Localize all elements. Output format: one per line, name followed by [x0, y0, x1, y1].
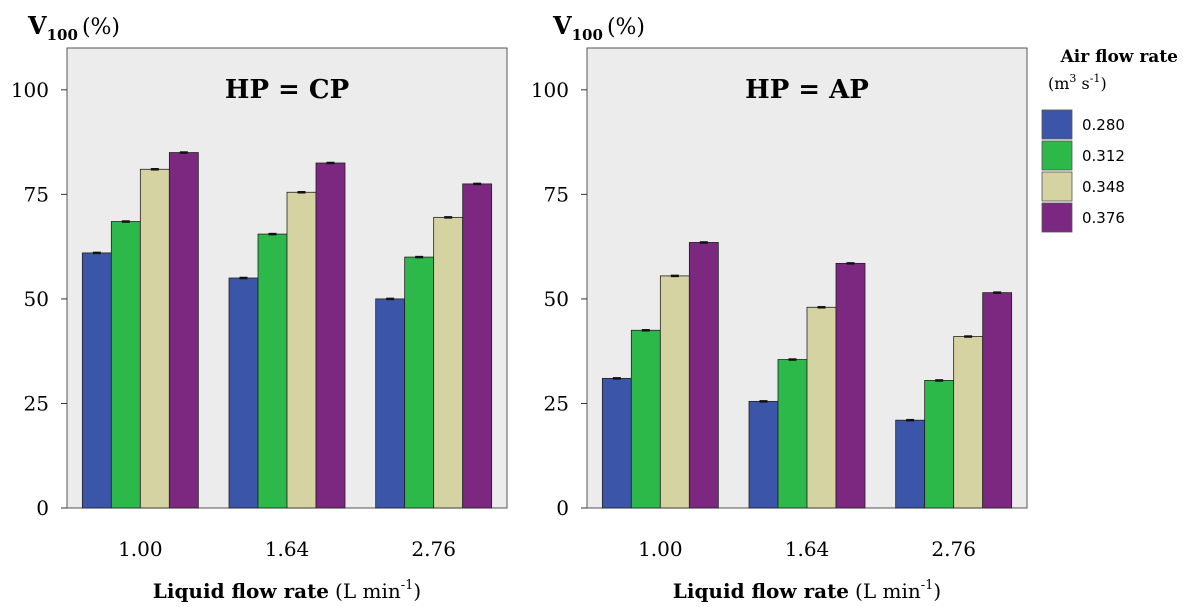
legend: Air flow rate (m3 s-1) 0.2800.3120.3480.… — [1041, 47, 1179, 233]
bar-1.00-0.376 — [688, 242, 719, 509]
bar-1.64-0.348 — [286, 191, 317, 509]
x-tick-label: 2.76 — [411, 537, 456, 561]
bar-1.00-0.376 — [168, 152, 199, 509]
legend-swatch-0.376 — [1041, 202, 1073, 233]
y-tick-label: 75 — [24, 182, 49, 206]
chart-title: HP = CP — [225, 75, 349, 105]
y-axis: 0 25 50 75 100 — [11, 78, 67, 520]
x-axis: 1.00 1.64 2.76 — [638, 537, 976, 561]
y-tick-label: 75 — [544, 182, 569, 206]
bar-2.76-0.348 — [953, 336, 984, 509]
legend-title: Air flow rate — [1060, 47, 1179, 67]
bar-1.64-0.376 — [315, 162, 346, 509]
bar-2.76-0.376 — [982, 292, 1013, 509]
legend-items: 0.280 0.312 0.348 0.376 — [1041, 109, 1125, 233]
bar-1.64-0.280 — [228, 277, 259, 509]
bar-1.64-0.280 — [748, 400, 779, 509]
bar-2.76-0.376 — [462, 183, 493, 509]
y-tick-label: 100 — [531, 78, 569, 102]
y-axis-label: V100 (%) — [552, 11, 645, 44]
x-tick-label: 1.00 — [118, 537, 163, 561]
legend-label-0.312: 0.312 — [1082, 147, 1125, 165]
y-axis: 0 25 50 75 100 — [531, 78, 587, 520]
bar-1.64-0.348 — [806, 306, 837, 509]
bar-2.76-0.312 — [404, 256, 435, 509]
y-tick-label: 100 — [11, 78, 49, 102]
bar-2.76-0.280 — [375, 298, 406, 509]
bar-series — [81, 151, 493, 509]
y-tick-label: 25 — [24, 391, 49, 415]
legend-label-0.280: 0.280 — [1082, 116, 1125, 134]
bar-1.64-0.312 — [777, 359, 808, 509]
legend-swatch-0.348 — [1041, 171, 1073, 202]
chart-title: HP = AP — [745, 75, 869, 105]
x-axis: 1.00 1.64 2.76 — [118, 537, 456, 561]
bar-1.00-0.280 — [81, 252, 112, 509]
bar-1.00-0.280 — [601, 377, 632, 509]
legend-swatch-0.312 — [1041, 140, 1073, 171]
y-tick-label: 50 — [544, 287, 569, 311]
x-tick-label: 1.00 — [638, 537, 683, 561]
bar-series — [601, 241, 1013, 509]
legend-unit: (m3 s-1) — [1048, 72, 1107, 93]
x-tick-label: 1.64 — [265, 537, 310, 561]
bar-1.00-0.312 — [630, 329, 661, 509]
y-tick-label: 0 — [36, 496, 49, 520]
bar-1.00-0.348 — [659, 275, 690, 509]
bar-1.00-0.312 — [110, 221, 141, 509]
bar-2.76-0.348 — [433, 216, 464, 509]
x-axis-label: Liquid flow rate (L min-1) — [673, 578, 941, 603]
bar-2.76-0.312 — [924, 380, 955, 509]
x-tick-label: 1.64 — [785, 537, 830, 561]
legend-label-0.376: 0.376 — [1082, 209, 1125, 227]
x-tick-label: 2.76 — [931, 537, 976, 561]
x-axis-label: Liquid flow rate (L min-1) — [153, 578, 421, 603]
bar-1.00-0.348 — [139, 168, 170, 509]
bar-1.64-0.376 — [835, 262, 866, 509]
y-tick-label: 0 — [556, 496, 569, 520]
legend-swatch-0.280 — [1041, 109, 1073, 140]
bar-2.76-0.280 — [895, 419, 926, 509]
legend-label-0.348: 0.348 — [1082, 178, 1125, 196]
bar-1.64-0.312 — [257, 233, 288, 509]
y-axis-label: V100 (%) — [27, 11, 120, 44]
y-tick-label: 25 — [544, 391, 569, 415]
y-tick-label: 50 — [24, 287, 49, 311]
